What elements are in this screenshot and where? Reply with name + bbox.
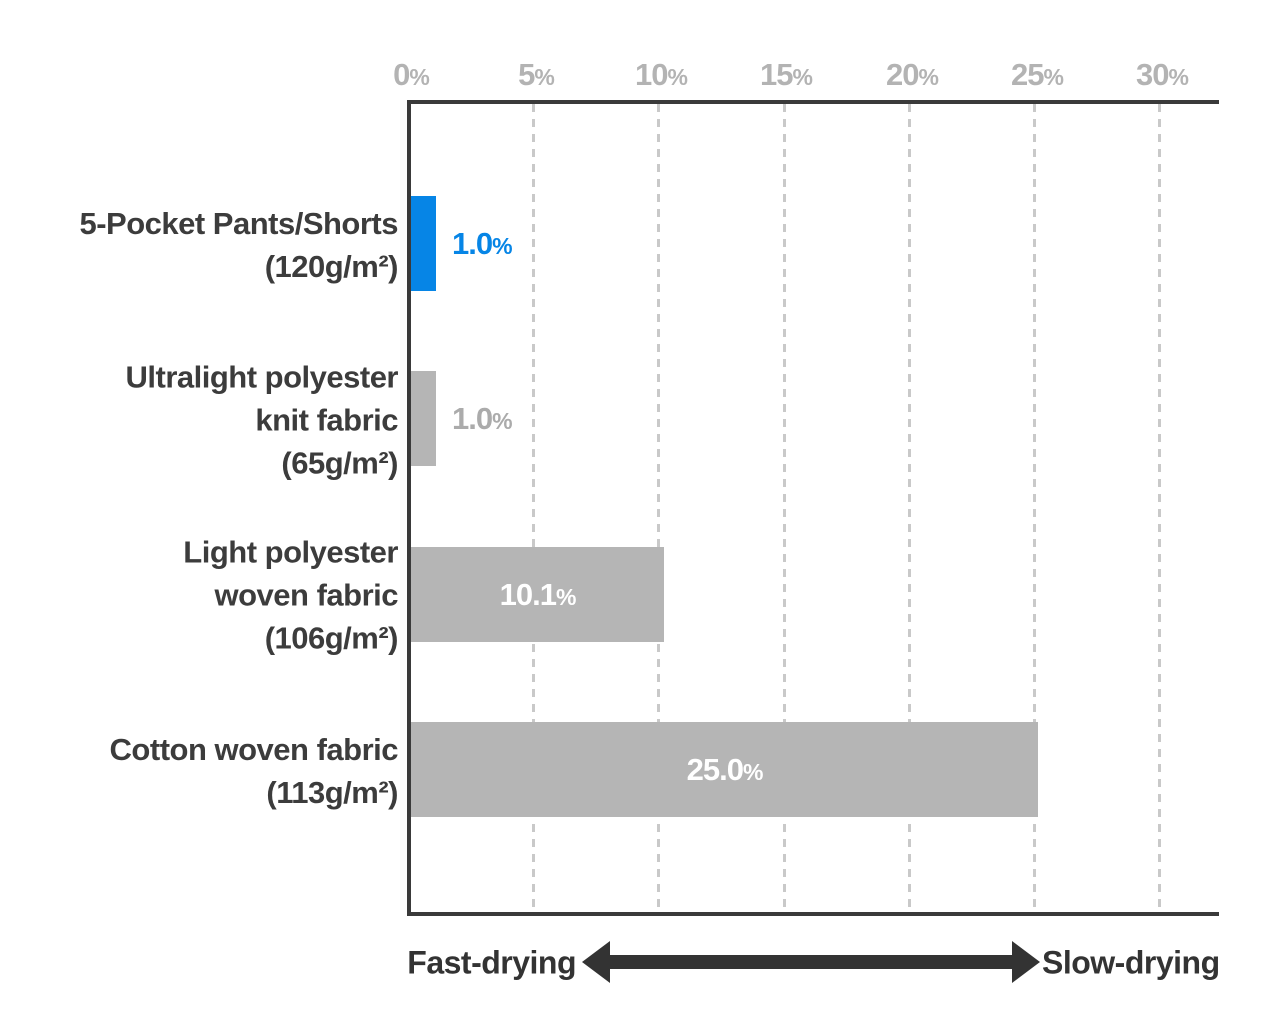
percent-sign: % <box>742 758 763 785</box>
category-line: woven fabric <box>214 577 399 613</box>
bar-row: 1.0% <box>411 196 1219 291</box>
category-label-ultralight-polyester-knit: Ultralight polyester knit fabric (65g/m²… <box>126 356 399 485</box>
double-arrow-icon <box>582 941 1040 983</box>
category-label-light-polyester-woven: Light polyester woven fabric (106g/m²) <box>183 531 398 660</box>
x-axis-tick-15: 15% <box>760 57 813 93</box>
bar-row: 1.0% <box>411 371 1219 466</box>
value-number: 1.0 <box>452 225 493 261</box>
category-label-cotton-woven: Cotton woven fabric (113g/m²) <box>109 728 399 814</box>
tick-number: 0 <box>393 57 410 92</box>
value-number: 1.0 <box>452 400 493 436</box>
bar-cotton-woven: 25.0% <box>411 722 1038 817</box>
bar-light-polyester-woven: 10.1% <box>411 547 664 642</box>
percent-sign: % <box>667 64 688 90</box>
x-axis-tick-10: 10% <box>635 57 688 93</box>
gridline-5pct <box>532 104 535 912</box>
gridline-30pct <box>1158 104 1161 912</box>
percent-sign: % <box>492 232 512 259</box>
tick-number: 30 <box>1136 57 1169 92</box>
percent-sign: % <box>492 407 512 434</box>
x-axis-tick-25: 25% <box>1011 57 1064 93</box>
bar-value-label: 10.1% <box>499 576 577 613</box>
bar-value-label: 1.0% <box>452 225 513 262</box>
tick-number: 15 <box>760 57 793 92</box>
percent-sign: % <box>1043 64 1064 90</box>
slow-drying-label: Slow-drying <box>1042 944 1220 981</box>
percent-sign: % <box>918 64 939 90</box>
tick-number: 5 <box>518 57 535 92</box>
percent-sign: % <box>409 64 429 90</box>
plot-area: 1.0% 1.0% 10.1% 25.0% <box>407 100 1219 916</box>
x-axis-tick-30: 30% <box>1136 57 1189 93</box>
category-line: (106g/m²) <box>264 620 399 656</box>
fast-drying-label: Fast-drying <box>407 944 576 981</box>
x-axis-tick-0: 0% <box>393 57 430 93</box>
gridline-15pct <box>783 104 786 912</box>
value-number: 25.0 <box>686 751 744 787</box>
category-line: (113g/m²) <box>266 775 398 810</box>
category-label-5-pocket-pants: 5-Pocket Pants/Shorts (120g/m²) <box>79 202 398 288</box>
tick-number: 20 <box>886 57 919 92</box>
percent-sign: % <box>1168 64 1189 90</box>
bar-row: 25.0% <box>411 722 1219 817</box>
bar-value-label: 1.0% <box>452 400 513 437</box>
category-line: (120g/m²) <box>264 249 399 284</box>
bar-ultralight-polyester-knit: 1.0% <box>411 371 513 466</box>
category-line: Light polyester <box>183 534 398 570</box>
category-line: 5-Pocket Pants/Shorts <box>79 206 398 241</box>
tick-number: 10 <box>635 57 668 92</box>
category-line: (65g/m²) <box>281 445 398 481</box>
tick-number: 25 <box>1011 57 1044 92</box>
category-line: knit fabric <box>255 402 398 438</box>
category-line: Cotton woven fabric <box>109 732 399 767</box>
gridline-25pct <box>1033 104 1036 912</box>
percent-sign: % <box>534 64 554 90</box>
plot-inner: 1.0% 1.0% 10.1% 25.0% <box>411 104 1219 912</box>
category-line: Ultralight polyester <box>125 359 399 395</box>
bar-5-pocket-pants: 1.0% <box>411 196 513 291</box>
x-axis-tick-5: 5% <box>518 57 555 93</box>
percent-sign: % <box>792 64 813 90</box>
percent-sign: % <box>555 583 576 610</box>
gridline-10pct <box>657 104 660 912</box>
bar-value-label: 25.0% <box>686 751 764 788</box>
bar-row: 10.1% <box>411 547 1219 642</box>
x-axis-tick-20: 20% <box>886 57 939 93</box>
gridline-20pct <box>908 104 911 912</box>
value-number: 10.1 <box>499 576 557 612</box>
